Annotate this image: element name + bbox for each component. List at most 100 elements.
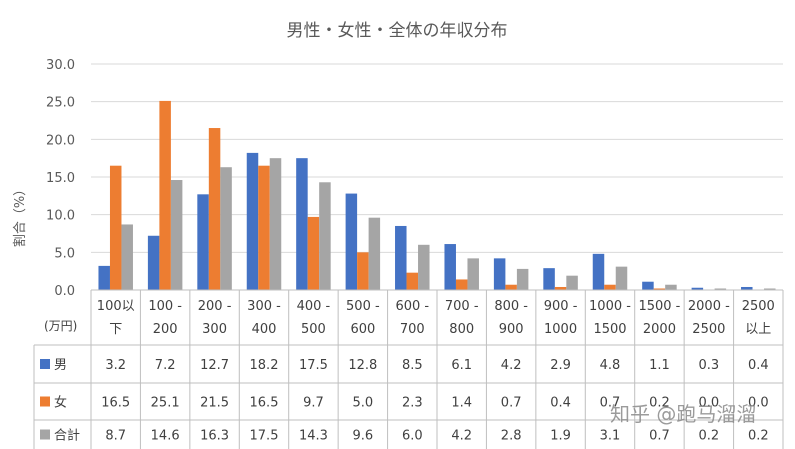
data-label: 2.8 xyxy=(501,429,522,444)
bar xyxy=(109,165,122,290)
x-tick-label: 700 xyxy=(400,322,425,337)
data-label: 1.1 xyxy=(649,358,670,373)
data-label: 8.7 xyxy=(105,429,126,444)
data-label: 9.6 xyxy=(353,429,374,444)
x-tick-label: 900 - xyxy=(544,299,578,314)
bar xyxy=(357,252,369,290)
x-tick-label: 800 xyxy=(449,322,474,337)
bar xyxy=(714,288,727,290)
data-label: 0.4 xyxy=(550,396,571,411)
bar-series xyxy=(98,100,776,290)
data-label: 6.1 xyxy=(451,358,472,373)
bar xyxy=(121,224,133,290)
bar xyxy=(296,158,308,290)
bar xyxy=(642,281,654,290)
bar xyxy=(307,216,320,290)
bar xyxy=(197,194,209,290)
x-tick-label: 600 xyxy=(350,322,375,337)
x-tick-label: 2500 xyxy=(742,299,775,314)
data-label: 14.3 xyxy=(299,429,328,444)
x-tick-label: 500 - xyxy=(346,299,380,314)
data-label: 0.7 xyxy=(649,429,670,444)
x-tick-label: 200 xyxy=(153,322,178,337)
x-tick-label: 500 xyxy=(301,322,326,337)
bar xyxy=(543,268,555,290)
data-label: 0.0 xyxy=(699,396,720,411)
bar xyxy=(566,275,578,290)
bar xyxy=(418,244,430,290)
bar xyxy=(493,258,506,290)
data-label: 4.2 xyxy=(451,429,472,444)
data-label: 12.7 xyxy=(200,358,229,373)
data-label: 21.5 xyxy=(200,396,229,411)
bar xyxy=(455,279,468,290)
x-tick-label: 下 xyxy=(109,322,122,337)
x-tick-label: 200 - xyxy=(198,299,232,314)
y-axis-label: 割合（%） xyxy=(12,183,28,247)
data-label: 0.7 xyxy=(501,396,522,411)
bar xyxy=(604,284,616,290)
y-tick-label: 5.0 xyxy=(54,246,75,261)
data-label: 2.3 xyxy=(402,396,423,411)
chart-title: 男性・女性・全体の年収分布 xyxy=(287,21,508,41)
data-label: 1.4 xyxy=(451,396,472,411)
bar xyxy=(505,284,517,290)
legend-label: 男 xyxy=(54,358,67,373)
x-tick-label: 800 - xyxy=(494,299,528,314)
legend-swatch xyxy=(40,359,50,369)
data-label: 3.1 xyxy=(600,429,621,444)
data-label: 3.2 xyxy=(105,358,126,373)
x-tick-label: 100 - xyxy=(148,299,182,314)
data-label: 17.5 xyxy=(250,429,279,444)
bar xyxy=(554,286,567,290)
data-label: 17.5 xyxy=(299,358,328,373)
data-label: 7.2 xyxy=(155,358,176,373)
data-label: 0.2 xyxy=(699,429,720,444)
x-tick-label: 100以 xyxy=(97,299,135,314)
x-tick-label: 1000 - xyxy=(589,299,631,314)
data-label: 0.2 xyxy=(748,429,769,444)
x-tick-label: 600 - xyxy=(395,299,429,314)
y-tick-label: 15.0 xyxy=(46,171,75,186)
data-label: 5.0 xyxy=(353,396,374,411)
y-tick-label: 0.0 xyxy=(54,284,75,299)
x-tick-label: 900 xyxy=(499,322,524,337)
data-label: 1.9 xyxy=(550,429,571,444)
y-tick-label: 25.0 xyxy=(46,96,75,111)
legend-label: 合計 xyxy=(54,428,80,444)
data-label: 16.5 xyxy=(101,396,130,411)
x-tick-label: 1500 - xyxy=(638,299,680,314)
x-tick-label: 400 - xyxy=(297,299,331,314)
gridlines xyxy=(91,63,783,253)
data-label: 4.2 xyxy=(501,358,522,373)
bar xyxy=(444,244,456,290)
bar xyxy=(147,235,160,290)
bar xyxy=(258,165,270,290)
data-label: 6.0 xyxy=(402,429,423,444)
data-label: 0.7 xyxy=(600,396,621,411)
legend-label: 女 xyxy=(54,395,67,411)
x-tick-label: 400 xyxy=(252,322,277,337)
legend-swatch xyxy=(40,429,50,440)
x-tick-label: 300 - xyxy=(247,299,281,314)
bar xyxy=(98,265,110,290)
x-unit-label: (万円) xyxy=(44,319,77,333)
bar xyxy=(691,287,704,290)
watermark: 知乎 @跑马溜溜 xyxy=(610,402,757,426)
data-label: 9.7 xyxy=(303,396,324,411)
bar xyxy=(516,268,529,290)
data-label: 12.8 xyxy=(348,358,377,373)
bar xyxy=(220,167,232,290)
y-tick-label: 10.0 xyxy=(46,209,75,224)
x-tick-label: 700 - xyxy=(445,299,479,314)
bar xyxy=(665,284,677,290)
x-tick-label: 2500 xyxy=(692,322,725,337)
data-label: 0.3 xyxy=(699,358,720,373)
x-tick-label: 1500 xyxy=(593,322,626,337)
bar xyxy=(319,182,331,290)
data-label: 14.6 xyxy=(151,429,180,444)
bar xyxy=(269,158,282,290)
x-tick-label: 以上 xyxy=(745,322,771,337)
